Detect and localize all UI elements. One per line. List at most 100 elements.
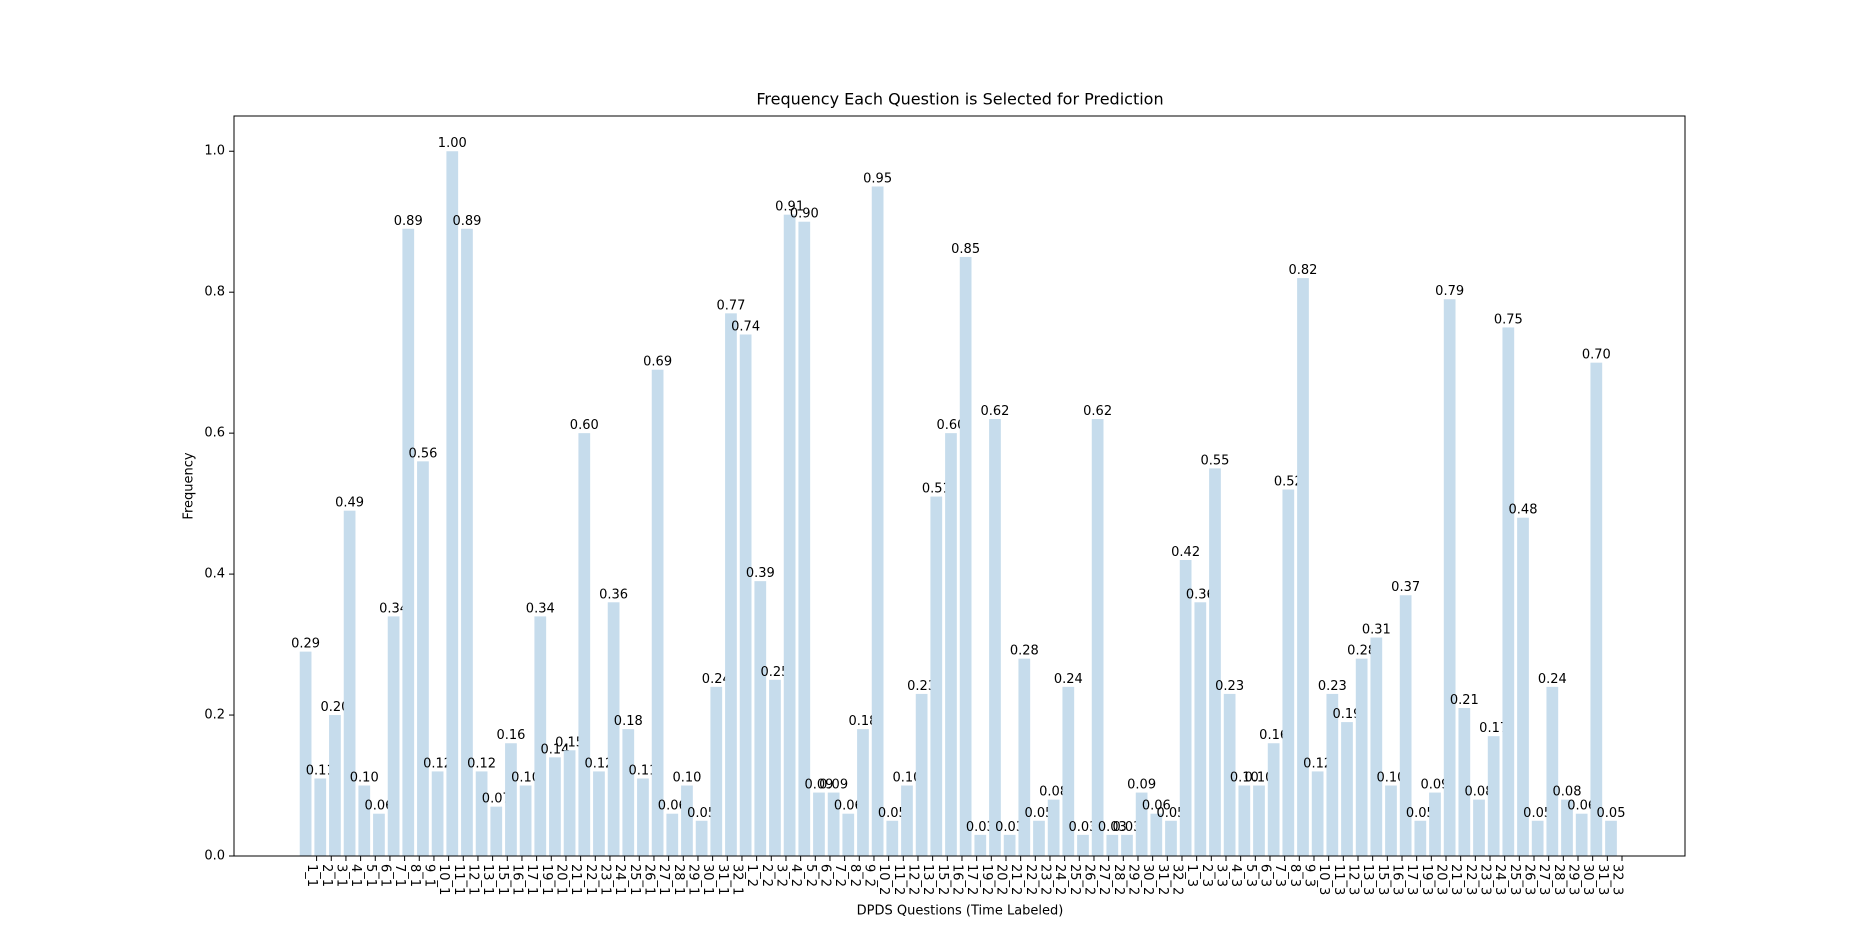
data-label: 0.05 [1523, 806, 1552, 821]
x-tick-label: 16_1 [509, 864, 524, 895]
data-label: 0.82 [1289, 263, 1318, 278]
data-label: 0.12 [1303, 756, 1332, 771]
x-tick-label: 9_2 [861, 864, 876, 887]
y-tick-label: 0.6 [204, 426, 225, 441]
data-label: 0.24 [1054, 672, 1083, 687]
bar [886, 820, 899, 856]
x-tick-label: 4_2 [788, 864, 803, 887]
data-label: 0.95 [863, 171, 892, 186]
bar [871, 186, 884, 856]
bar [505, 743, 517, 856]
data-label: 0.03 [966, 820, 995, 835]
x-tick-label: 28_3 [1551, 864, 1566, 895]
data-label: 0.10 [1377, 771, 1406, 786]
bar [857, 729, 869, 856]
data-label: 0.31 [1362, 623, 1391, 638]
bar [534, 616, 547, 856]
data-label: 0.11 [306, 763, 335, 778]
x-tick-label: 15_3 [1375, 864, 1390, 895]
bar [681, 785, 693, 856]
data-label: 0.05 [1024, 806, 1053, 821]
x-tick-label: 32_1 [729, 864, 744, 895]
bar [959, 256, 972, 856]
data-label: 0.14 [540, 742, 569, 757]
x-tick-label: 23_2 [1037, 864, 1052, 895]
x-tick-label: 2_2 [759, 864, 774, 887]
bar [1473, 799, 1485, 856]
x-tick-label: 31_2 [1155, 864, 1170, 895]
data-label: 0.06 [364, 799, 393, 814]
data-label: 0.11 [628, 763, 657, 778]
bar [769, 679, 781, 856]
x-tick-label: 12_3 [1345, 864, 1360, 895]
bar [1590, 362, 1603, 856]
bar [1414, 820, 1427, 856]
data-label: 0.07 [482, 792, 511, 807]
data-label: 0.62 [980, 404, 1009, 419]
data-label: 0.05 [1406, 806, 1435, 821]
bar [1297, 278, 1309, 857]
data-label: 0.16 [1259, 728, 1288, 743]
bar [1370, 637, 1383, 856]
data-label: 0.62 [1083, 404, 1112, 419]
bar [402, 228, 415, 856]
x-tick-label: 13_3 [1360, 864, 1375, 895]
data-label: 0.18 [848, 714, 877, 729]
bar [974, 834, 987, 856]
y-tick-label: 1.0 [204, 144, 225, 159]
x-tick-label: 10_2 [876, 864, 891, 895]
data-label: 0.36 [599, 587, 628, 602]
bar [446, 151, 459, 856]
bar [1282, 489, 1295, 856]
bar [945, 433, 957, 856]
bar [343, 510, 356, 856]
bar [989, 419, 1001, 856]
x-tick-label: 27_2 [1096, 864, 1111, 895]
bar [387, 616, 400, 856]
data-label: 0.12 [584, 756, 613, 771]
bar [783, 214, 796, 856]
bar [1575, 813, 1588, 856]
data-label: 0.03 [1068, 820, 1097, 835]
x-tick-label: 24_3 [1492, 864, 1507, 895]
x-tick-label: 25_1 [627, 864, 642, 895]
data-label: 0.10 [511, 771, 540, 786]
x-tick-label: 26_3 [1521, 864, 1536, 895]
x-tick-label: 6_3 [1257, 864, 1272, 887]
bar [1135, 792, 1148, 856]
bar [637, 778, 649, 856]
bar [358, 785, 371, 856]
x-tick-label: 7_1 [392, 864, 407, 887]
data-label: 0.74 [731, 319, 760, 334]
x-tick-label: 31_3 [1595, 864, 1610, 895]
x-tick-label: 17_1 [524, 864, 539, 895]
bar [622, 729, 635, 856]
bar [593, 771, 605, 856]
bar [1267, 743, 1280, 856]
data-label: 1.00 [438, 136, 467, 151]
x-tick-label: 20_1 [553, 864, 568, 895]
bar [651, 369, 664, 856]
data-label: 0.25 [760, 665, 789, 680]
x-tick-label: 23_3 [1477, 864, 1492, 895]
data-label: 0.23 [907, 679, 936, 694]
bar [329, 715, 341, 856]
y-tick-label: 0.4 [204, 567, 225, 582]
x-tick-label: 24_2 [1052, 864, 1067, 895]
data-label: 0.51 [922, 482, 951, 497]
bar [461, 228, 473, 856]
x-tick-label: 8_3 [1287, 864, 1302, 887]
bar [373, 813, 385, 856]
plot-frame [233, 115, 1686, 857]
x-tick-label: 11_2 [891, 864, 906, 895]
bar [1487, 736, 1500, 856]
x-tick-label: 17_3 [1404, 864, 1419, 895]
bar [1033, 820, 1045, 856]
data-label: 0.06 [834, 799, 863, 814]
data-label: 0.60 [936, 418, 965, 433]
data-label: 0.79 [1435, 284, 1464, 299]
bar [1106, 834, 1119, 856]
bar [1546, 686, 1559, 856]
chart-title: Frequency Each Question is Selected for … [756, 90, 1163, 109]
data-label: 0.15 [555, 735, 584, 750]
